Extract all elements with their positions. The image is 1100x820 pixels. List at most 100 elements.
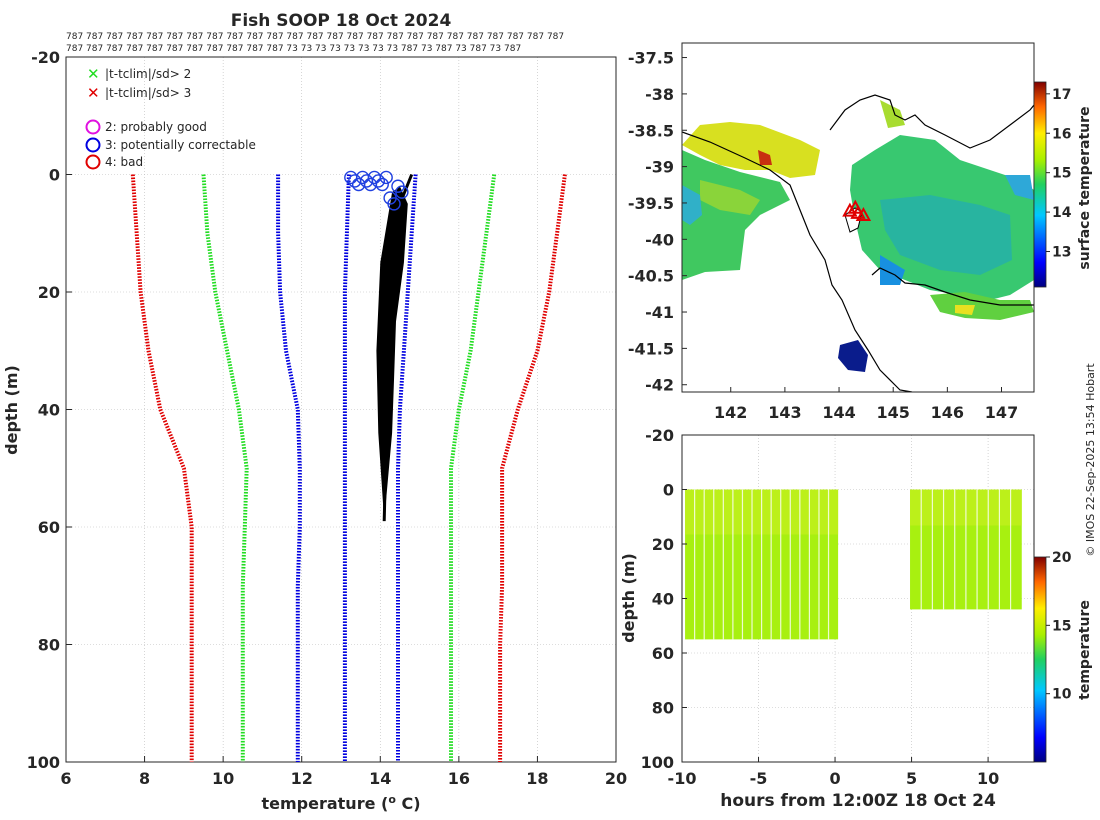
sst-patch-cyan-west (682, 185, 702, 225)
sst-patch-port-phillip (880, 100, 905, 128)
map-ytick-label: -38.5 (628, 121, 674, 140)
timedepth-panel: -10 -5 0 5 10 -20 0 20 40 60 80 100 hours from 12:0… (619, 426, 1093, 811)
map-cbar-tick-label: 15 (1052, 166, 1071, 182)
qc3-circle (359, 174, 374, 188)
td-xtick-label: 0 (829, 769, 840, 788)
map-cbar-tick-label: 16 (1052, 126, 1071, 142)
map-colorbar (1033, 81, 1047, 288)
credit-text: © IMOS 22-Sep-2025 13:54 Hobart (1084, 363, 1097, 557)
td-ytick-label: 60 (652, 644, 674, 663)
timedepth-xlabel: hours from 12:00Z 18 Oct 24 (720, 791, 996, 811)
map-xtick-label: 145 (876, 403, 909, 422)
map-ytick-label: -37.5 (628, 49, 674, 68)
header-row-1: 787 787 787 787 787 787 787 787 787 787 … (66, 32, 564, 42)
legend-qc-2: 2: probably good (85, 119, 207, 135)
coastline-shelf (682, 131, 913, 392)
coastline-tasmania (871, 267, 1034, 306)
legend-flag-2: ✕ |t-tclim|/sd> 2 (87, 65, 191, 83)
qc3-circle (363, 177, 378, 192)
td-ytick-label: 40 (652, 590, 674, 609)
td-xtick-label: -10 (668, 769, 697, 788)
map-xtick-label: 142 (714, 403, 747, 422)
series-clim-mean (342, 174, 351, 762)
profile-ytick-label: 100 (27, 753, 60, 772)
td-cbar-tick-label: 10 (1052, 687, 1072, 703)
map-cbar-tick-label: 14 (1052, 205, 1072, 221)
profile-grid (65, 56, 617, 763)
qc3-circle (395, 185, 409, 199)
profile-axes-box (65, 56, 617, 763)
legend-flag-3-marker: ✕ (87, 84, 100, 102)
map-ytick-label: -41.5 (628, 339, 674, 358)
profile-xtick-label: 8 (139, 769, 150, 788)
series-clim-2sd (449, 174, 497, 762)
map-xtick-label: 143 (768, 403, 801, 422)
map-cbar-tick-label: 13 (1052, 245, 1071, 261)
sst-patch-teal-center (880, 195, 1012, 275)
qc3-circle (351, 177, 366, 192)
timedepth-colorbar-label: temperature (1077, 600, 1093, 700)
series-clim-2sd (201, 174, 249, 762)
legend-flag-3: ✕ |t-tclim|/sd> 3 (87, 84, 191, 102)
series-clim-3sd (498, 174, 567, 762)
header-row-2: 787 787 787 787 787 787 787 787 787 787 … (66, 44, 521, 54)
map-panel: 142 143 144 145 146 147 -37.5 -38 -38.5 -39 -39.5 -… (628, 42, 1093, 422)
td-xtick-label: 5 (906, 769, 917, 788)
qc3-circle (355, 170, 370, 185)
sst-patch-north-tas-warm (955, 305, 975, 315)
legend-qc-2-label: 2: probably good (105, 120, 207, 134)
legend-qc-4-marker (85, 154, 101, 170)
profile-ticks: 6 8 10 12 14 16 18 20 -20 0 20 40 60 80 100 (27, 48, 628, 788)
profile-ytick-label: 20 (38, 283, 60, 302)
map-ytick-label: -42 (645, 376, 674, 395)
profile-series (130, 170, 567, 762)
map-ytick-label: -39 (645, 158, 674, 177)
map-ticks: 142 143 144 145 146 147 -37.5 -38 -38.5 -39 -39.5 -… (628, 49, 1018, 422)
legend-qc-3: 3: potentially correctable (85, 137, 256, 153)
profile-xtick-label: 20 (605, 769, 627, 788)
profile-xtick-label: 12 (291, 769, 313, 788)
sst-patch-cyan-east (1005, 175, 1034, 200)
map-xtick-label: 147 (985, 403, 1018, 422)
timedepth-ylabel: depth (m) (619, 553, 638, 643)
profile-xlabel-unit: C) (396, 794, 421, 813)
timedepth-colorbar (1033, 556, 1047, 763)
series-clim-1sd (396, 174, 418, 762)
legend-flag-2-label: |t-tclim|/sd> 2 (105, 67, 191, 81)
profile-ytick-label: 0 (49, 166, 60, 185)
map-colorbar-ticks: 13 14 15 16 17 (1046, 87, 1072, 261)
map-ytick-label: -38 (645, 85, 674, 104)
profile-panel: Fish SOOP 18 Oct 2024 787 787 787 787 78… (2, 11, 627, 813)
td-xtick-label: 10 (977, 769, 999, 788)
qc3-circle (375, 177, 389, 192)
map-xtick-label: 146 (931, 403, 964, 422)
profile-ytick-label: 60 (38, 518, 60, 537)
profile-xlabel-sup: o (388, 793, 396, 806)
observed-profile-bundle (376, 186, 408, 522)
map-ytick-label: -39.5 (628, 194, 674, 213)
profile-title: Fish SOOP 18 Oct 2024 (231, 11, 452, 31)
td-cbar-tick-label: 20 (1052, 550, 1072, 566)
series-clim-3sd (130, 174, 194, 762)
qc3-circle (371, 174, 386, 188)
qc3-circle (344, 170, 358, 185)
legend-qc-4-label: 4: bad (105, 155, 143, 169)
timedepth-colorbar-ticks: 10 15 20 (1046, 550, 1072, 703)
td-ytick-label: -20 (645, 426, 674, 445)
map-ytick-label: -40 (645, 230, 674, 249)
sst-patch-cold-south (838, 340, 868, 372)
map-xtick-label: 144 (822, 403, 855, 422)
series-clim-1sd (276, 174, 302, 762)
qc3-circle (367, 170, 382, 185)
profile-xtick-label: 16 (448, 769, 470, 788)
map-ytick-label: -41 (645, 303, 674, 322)
timedepth-ticks: -10 -5 0 5 10 -20 0 20 40 60 80 100 (641, 426, 1000, 788)
legend-flag-3-label: |t-tclim|/sd> 3 (105, 86, 191, 100)
profile-xtick-label: 6 (60, 769, 71, 788)
map-colorbar-label: surface temperature (1077, 106, 1093, 269)
profile-xtick-label: 14 (369, 769, 391, 788)
track-markers (842, 199, 872, 222)
legend-flag-2-marker: ✕ (87, 65, 100, 83)
map-cbar-tick-label: 17 (1052, 87, 1071, 103)
